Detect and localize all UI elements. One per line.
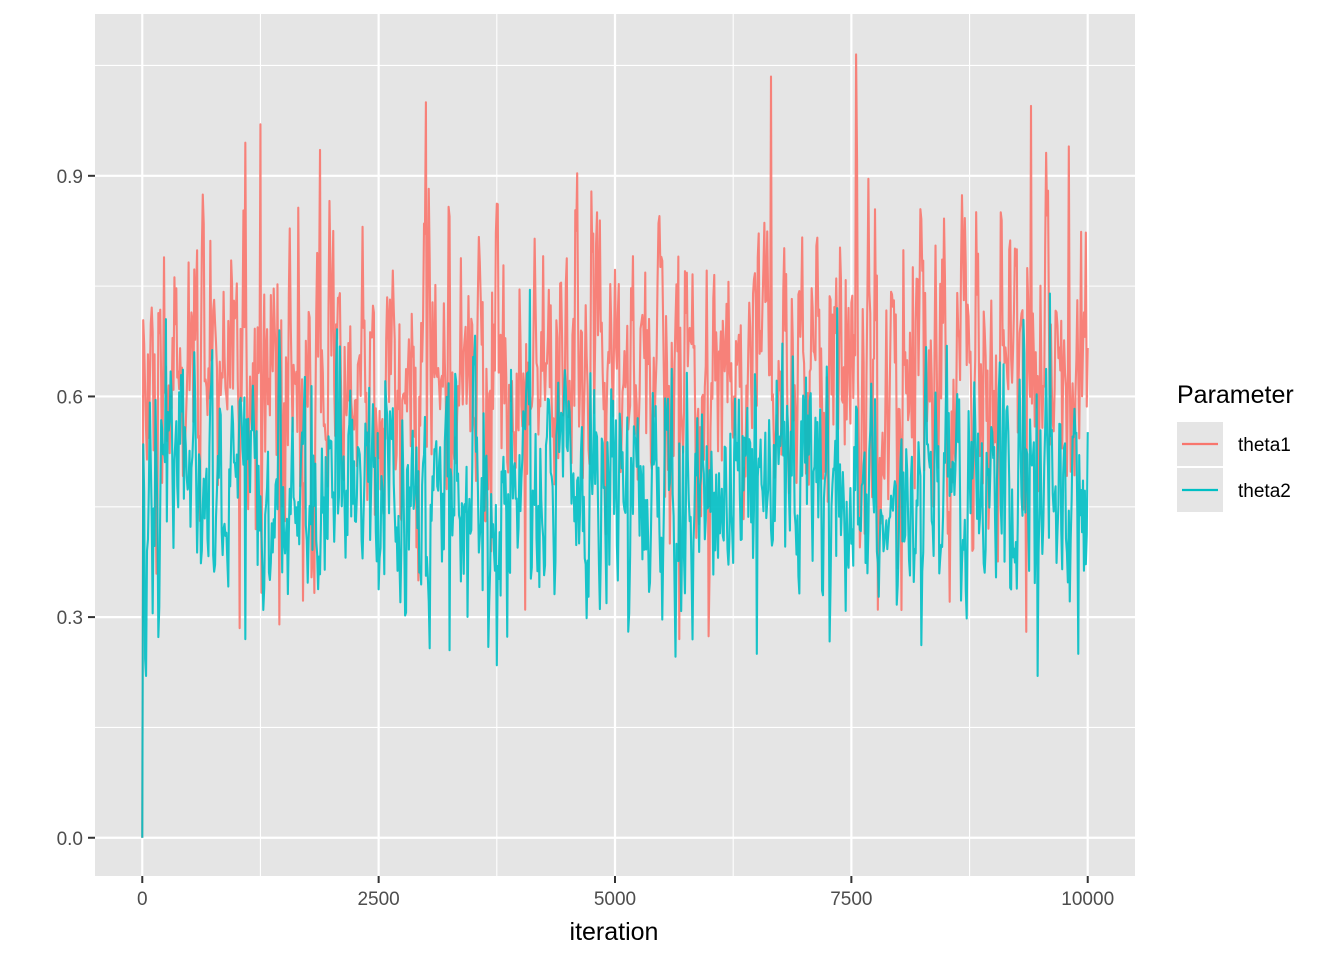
y-axis: 0.0 0.3 0.6 0.9 <box>57 167 95 850</box>
x-tick-label-3: 7500 <box>830 889 872 910</box>
legend-label-theta2: theta2 <box>1238 481 1291 502</box>
x-tick-label-2: 5000 <box>594 889 636 910</box>
legend-label-theta1: theta1 <box>1238 435 1291 456</box>
y-tick-label-3: 0.9 <box>57 167 83 188</box>
legend-title: Parameter <box>1177 381 1294 409</box>
y-tick-label-0: 0.0 <box>57 829 83 850</box>
y-tick-label-1: 0.3 <box>57 608 83 629</box>
y-tick-label-2: 0.6 <box>57 387 83 408</box>
x-axis-title: iteration <box>570 918 659 946</box>
legend: Parameter theta1 theta2 <box>1177 381 1294 512</box>
x-tick-label-4: 10000 <box>1061 889 1114 910</box>
x-tick-label-1: 2500 <box>357 889 399 910</box>
series-line-theta1 <box>141 53 1089 838</box>
x-tick-label-0: 0 <box>137 889 148 910</box>
series-line-theta2 <box>141 288 1089 838</box>
series-layer <box>141 53 1089 838</box>
x-axis: 0 2500 5000 7500 10000 <box>137 876 1114 910</box>
